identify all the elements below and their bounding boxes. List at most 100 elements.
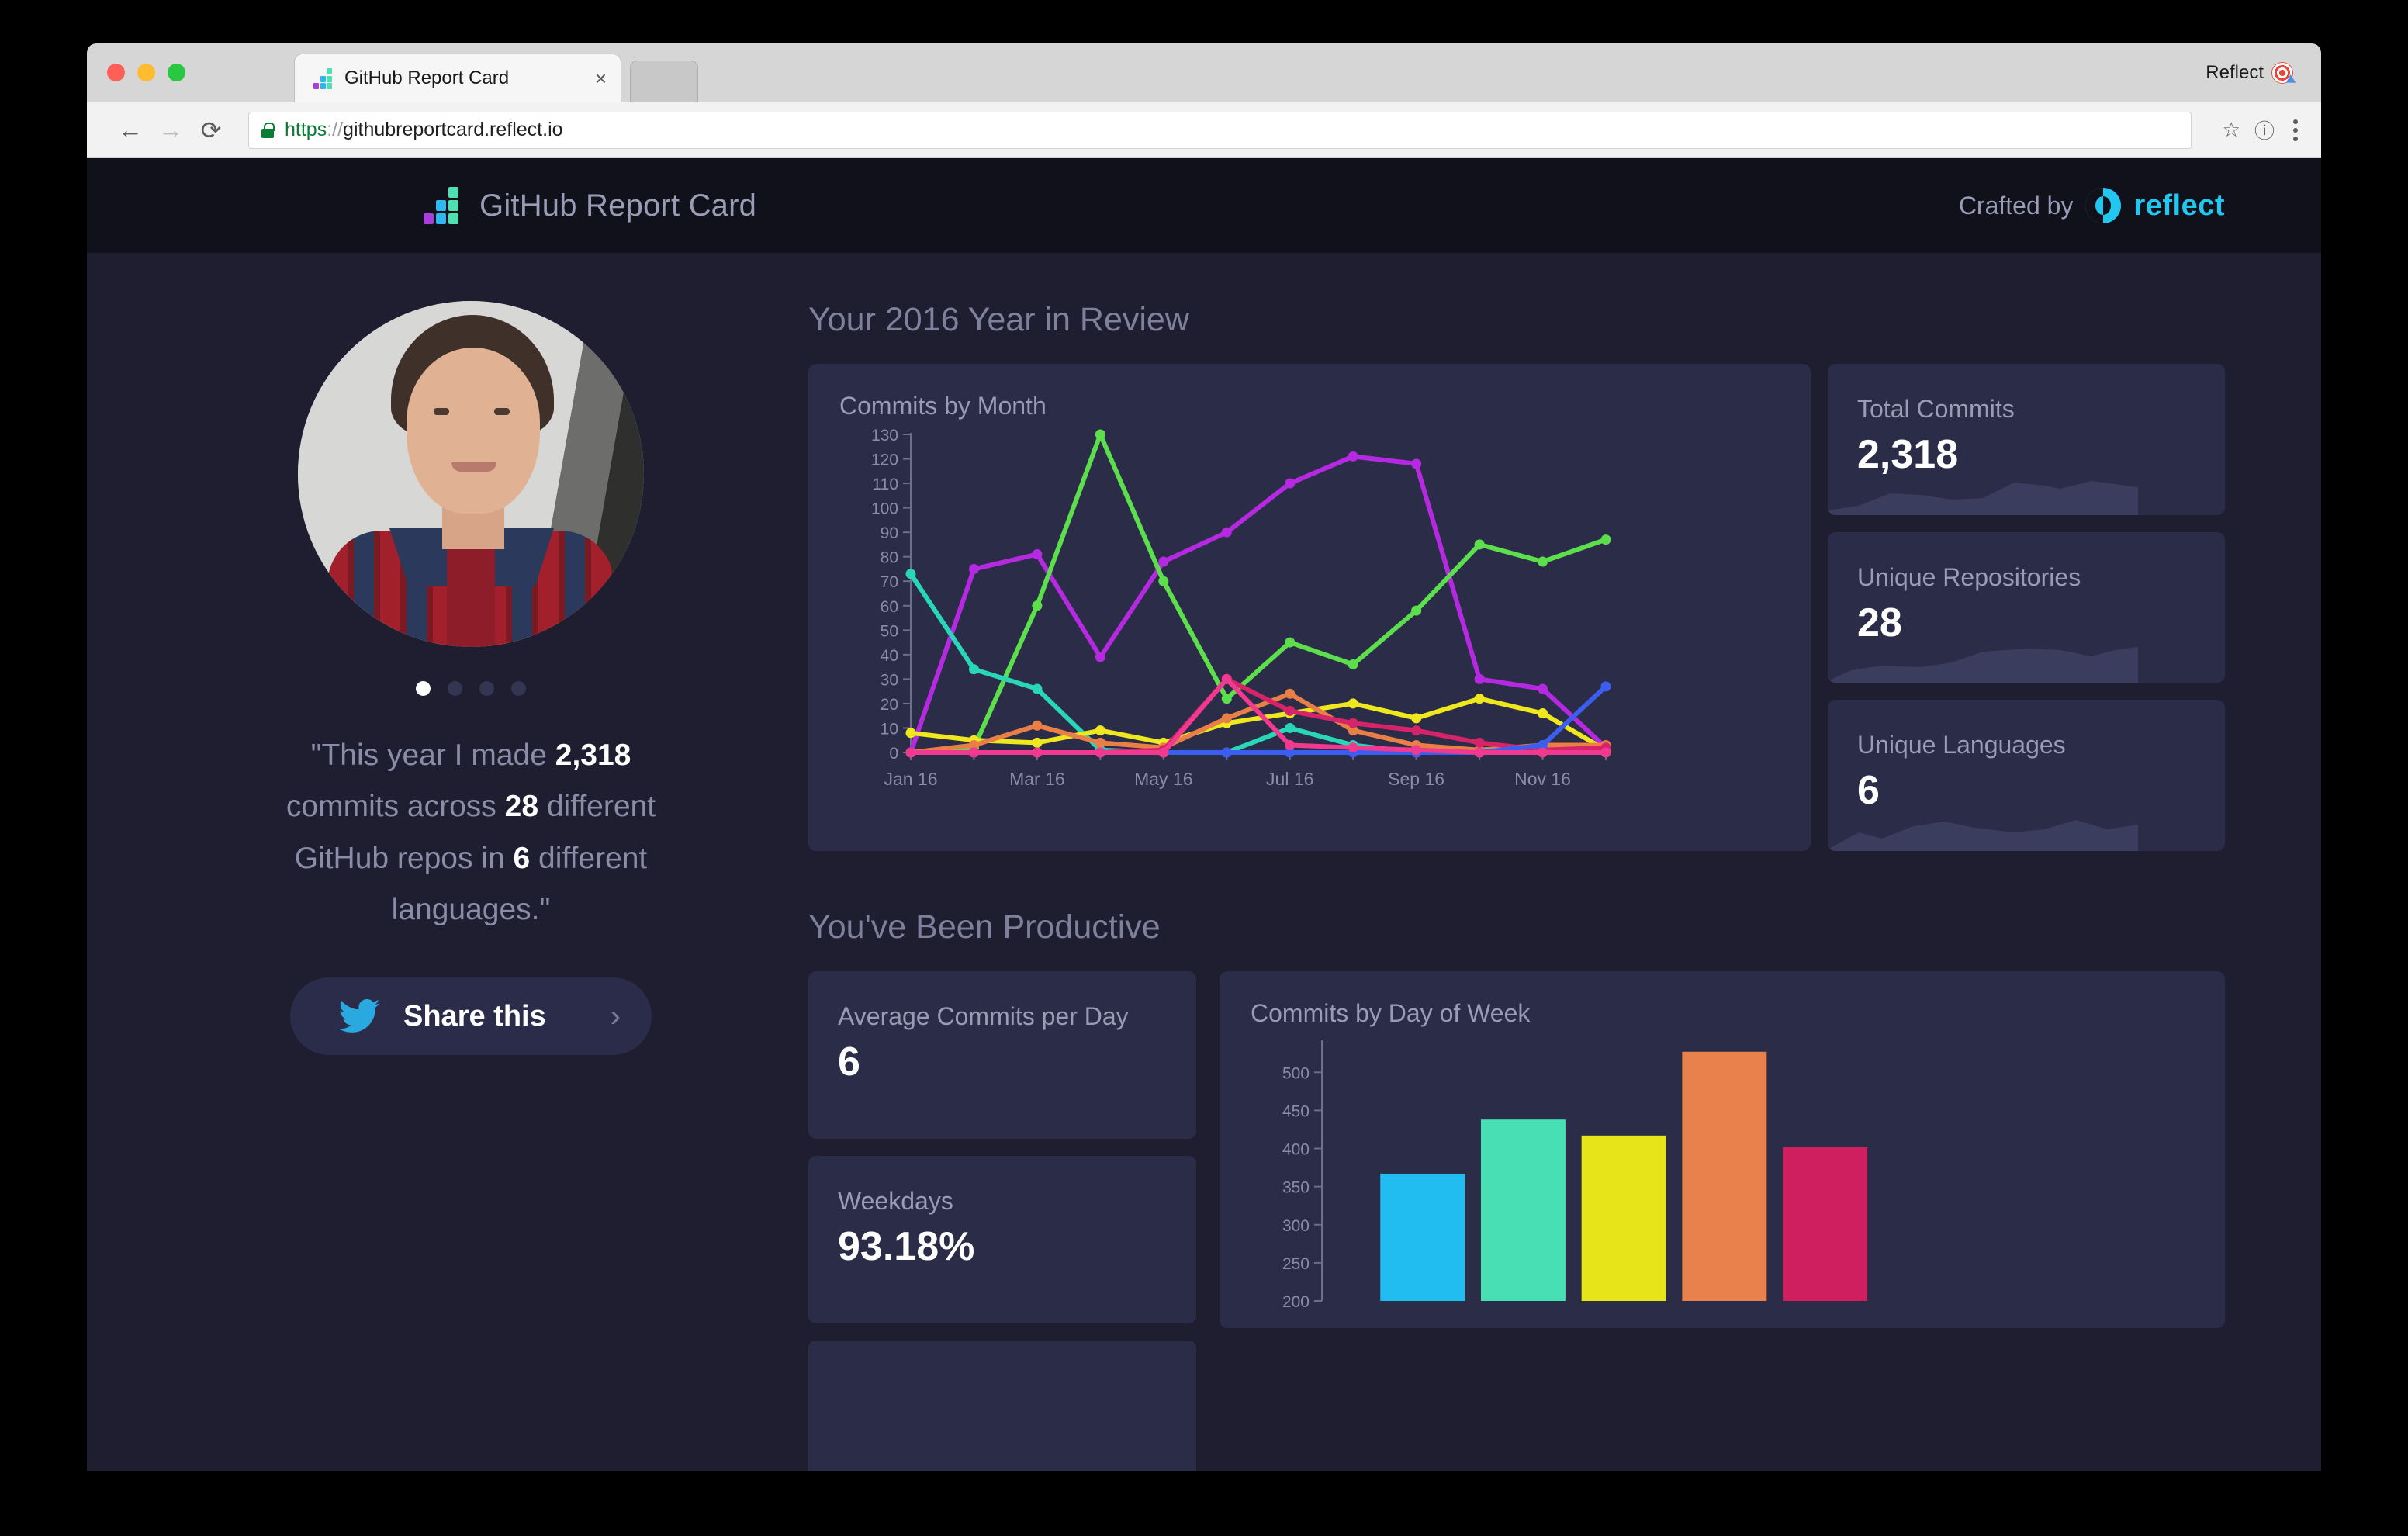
svg-text:350: 350 [1282,1179,1310,1197]
minimize-window-button[interactable] [137,64,155,81]
svg-text:30: 30 [881,671,898,689]
svg-text:90: 90 [881,524,898,542]
browser-tab-active[interactable]: GitHub Report Card × [295,54,621,102]
browser-tab-title: GitHub Report Card [344,67,510,88]
carousel-dot-1[interactable] [416,681,431,696]
sparkline [1828,480,2138,515]
svg-text:Sep 16: Sep 16 [1388,769,1444,789]
sparkline [1828,820,2138,852]
stat-card-weekdays: Weekdays 93.18% [808,1156,1196,1323]
commits-by-day-of-week-title: Commits by Day of Week [1251,999,1531,1027]
quote-repos: 28 [504,790,539,824]
window-traffic-lights [107,64,185,81]
browser-menu-button[interactable] [2293,119,2298,141]
share-label: Share this [403,999,546,1033]
commits-by-month-title: Commits by Month [839,392,1047,420]
crafted-by-reflect[interactable]: Crafted by reflect [1959,188,2225,223]
forward-button[interactable]: → [158,116,183,144]
svg-text:250: 250 [1282,1255,1310,1273]
summary-quote: "This year I made 2,318 commits across 2… [261,730,680,936]
quote-commits: 2,318 [555,739,631,772]
svg-text:400: 400 [1282,1141,1310,1159]
brand-bars-icon [424,187,458,224]
address-bar[interactable]: https://githubreportcard.reflect.io [248,111,2192,149]
svg-text:10: 10 [881,720,898,738]
carousel-dot-4[interactable] [511,681,526,696]
quote-suffix: different languages." [391,841,648,926]
quote-mid-2: different GitHub repos in [294,790,656,875]
reload-button[interactable]: ⟳ [200,116,222,144]
quote-languages: 6 [513,841,531,875]
carousel-dot-3[interactable] [479,681,494,696]
sparkline [1828,647,2138,683]
stat-value: 93.18% [838,1224,975,1269]
close-window-button[interactable] [107,64,125,81]
svg-text:300: 300 [1282,1217,1310,1235]
page-content: "This year I made 2,318 commits across 2… [87,253,2321,1471]
page-viewport: GitHub Report Card Crafted by reflect [87,158,2321,1471]
stat-value: 28 [1857,600,1902,645]
summary-stats: Total Commits 2,318 Unique Repositories … [1828,364,2225,852]
app-header: GitHub Report Card Crafted by reflect [87,158,2321,253]
stat-label: Weekdays [838,1187,953,1215]
share-this-button[interactable]: Share this › [290,977,652,1056]
svg-text:50: 50 [881,622,898,640]
browser-tab-strip: GitHub Report Card × Reflect [87,43,2321,102]
bookmark-star-icon[interactable]: ☆ [2222,118,2240,141]
stat-card-average-commits-per-day: Average Commits per Day 6 [808,971,1196,1139]
stat-card-partial [808,1341,1196,1471]
svg-text:20: 20 [881,696,898,714]
info-icon[interactable]: ⓘ [2254,119,2275,143]
stat-label: Average Commits per Day [838,1002,1129,1030]
svg-text:0: 0 [889,745,898,763]
browser-account-button[interactable]: Reflect [2206,62,2293,84]
stat-value: 6 [838,1040,860,1085]
dashboard-main: Your 2016 Year in Review Commits by Mont… [808,301,2321,1471]
back-button[interactable]: ← [118,116,143,144]
commits-by-day-of-week-card: Commits by Day of Week 200 250 300 350 400 45… [1220,971,2225,1328]
url-scheme: https [285,119,327,140]
url-text: https://githubreportcard.reflect.io [285,119,563,141]
maximize-window-button[interactable] [168,64,185,81]
crafted-by-label: Crafted by [1958,191,2074,220]
svg-text:130: 130 [871,427,898,445]
svg-text:Nov 16: Nov 16 [1514,769,1571,789]
quote-prefix: "This year I made [310,739,555,772]
stat-label: Unique Languages [1857,731,2066,759]
svg-text:70: 70 [881,573,898,591]
svg-text:450: 450 [1282,1102,1310,1120]
avatar [298,301,644,647]
svg-text:120: 120 [871,451,898,469]
svg-text:100: 100 [871,500,898,518]
stat-label: Unique Repositories [1857,562,2081,591]
carousel-dot-2[interactable] [448,681,462,696]
svg-text:Jan 16: Jan 16 [884,769,937,789]
browser-window: GitHub Report Card × Reflect ← → ⟳ https… [87,43,2321,1471]
chevron-right-icon: › [610,998,621,1033]
twitter-icon [338,999,380,1033]
productive-section-title: You've Been Productive [808,908,1161,946]
app-brand[interactable]: GitHub Report Card [424,187,756,224]
quote-mid-1: commits across [285,790,505,824]
app-title: GitHub Report Card [479,188,757,223]
stat-value: 2,318 [1857,432,1959,477]
stat-label: Total Commits [1857,395,2015,423]
url-host: githubreportcard.reflect.io [343,119,563,140]
browser-toolbar: ← → ⟳ https://githubreportcard.reflect.i… [87,102,2321,158]
svg-text:60: 60 [881,598,898,616]
carousel-dots [416,681,526,696]
stat-card-unique-repositories: Unique Repositories 28 [1828,531,2225,683]
svg-text:40: 40 [881,647,898,665]
lock-icon [261,122,275,138]
profile-sidebar: "This year I made 2,318 commits across 2… [87,301,808,1471]
svg-text:500: 500 [1282,1064,1310,1082]
browser-tab-inactive[interactable] [630,61,698,102]
review-row: Commits by Month 0 10 20 30 40 50 60 70 80 90 100 1… [808,364,2225,852]
productive-row: Average Commits per Day 6 Weekdays 93.18… [808,971,2225,1471]
svg-text:Mar 16: Mar 16 [1009,769,1065,789]
svg-text:110: 110 [873,476,898,493]
review-section-title: Your 2016 Year in Review [808,301,1189,338]
close-tab-button[interactable]: × [594,67,607,90]
svg-text:Jul 16: Jul 16 [1266,769,1313,789]
account-label: Reflect [2206,62,2264,83]
